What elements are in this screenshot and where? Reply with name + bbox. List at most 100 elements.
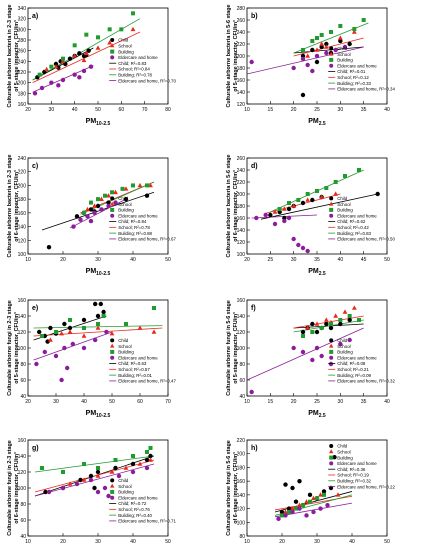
data-point [314,47,320,52]
y-tick-label: 60 [20,378,26,384]
panel-d: d) 100 120 140 160 180 200 220 240 260 20 25 30 35 40 4… [226,154,395,277]
data-point [60,485,66,491]
y-axis-label: Culturable airborne bacteria in 2-3 stag… [7,4,20,107]
y-tick-label: 220 [18,170,27,176]
data-point [152,306,156,310]
data-point [305,197,311,202]
data-point [314,345,320,351]
legend-label: Building [118,49,134,54]
fit-line [293,46,364,54]
data-point [324,41,329,47]
data-point [60,58,66,64]
data-point [65,365,70,371]
x-tick-label: 80 [165,107,171,113]
data-point [294,506,298,511]
legend-label: School [118,44,131,49]
data-point [81,68,87,74]
data-point [106,200,111,205]
data-point [291,345,296,351]
legend-label: School; R²=0.19 [337,473,369,478]
legend-marker [329,355,334,360]
data-point [296,198,301,202]
data-point [338,24,343,28]
legend-label: Building [337,58,353,63]
fit-line [293,37,364,57]
legend-marker [329,51,334,56]
legend-marker [329,63,334,68]
data-point [148,457,153,462]
data-point [107,40,113,45]
data-point [144,193,150,198]
legend-marker [110,478,115,483]
data-point [96,197,100,202]
data-point [67,329,73,334]
data-point [96,35,100,40]
legend-label: Eldercare and home, R²=0.71 [118,519,176,524]
legend-label: School; R²=0.12 [337,75,369,80]
data-point [290,505,295,511]
data-point [71,224,76,229]
data-point [106,493,111,499]
legend-marker [329,455,334,460]
data-point [123,465,129,470]
y-tick-label: 160 [237,298,246,304]
legend-label: Eldercare and home [118,55,158,60]
data-point [145,183,149,188]
y-axis-label: Culturable airborne bacteria in 5-6 stag… [226,4,239,107]
data-point [310,321,315,327]
data-point [53,353,59,359]
y-tick-label: 120 [237,102,246,108]
x-axis-label: PM2.5 [308,118,326,127]
legend-label: Eldercare and home, R²=0.50 [337,237,395,242]
data-point [67,481,73,486]
data-point [335,492,341,497]
y-tick-label: 80 [20,362,26,368]
x-tick-label: 10 [25,257,31,263]
data-point [85,214,90,219]
y-tick-label: 240 [18,156,27,162]
data-point [109,331,115,336]
data-point [300,56,306,62]
data-point [92,210,97,216]
x-tick-label: 40 [72,107,78,113]
y-tick-label: 100 [18,346,27,352]
data-point [300,349,306,355]
legend-marker [110,55,115,60]
panel-f: f) 40 60 80 100 120 140 160 10 15 20 25 30 35 40 PM2.5 C… [226,298,395,419]
y-tick-label: 220 [237,438,246,444]
data-point [324,186,329,190]
y-tick-label: 160 [237,78,246,84]
data-point [314,53,320,59]
data-point [62,321,67,327]
y-tick-label: 120 [18,238,27,244]
data-point [342,309,348,314]
legend-label: Building; R²=0.40 [118,513,152,518]
panel-label: c) [32,163,38,170]
data-point [319,353,324,359]
data-point [113,200,118,205]
data-point [95,325,101,330]
legend-marker [110,43,115,48]
data-point [106,203,111,209]
legend-label: Child [337,46,348,51]
data-point [148,453,153,459]
data-point [113,465,118,471]
data-point [78,217,83,222]
y-axis-label: Culturable airborne bacteria in 5-6 stag… [226,154,239,257]
x-tick-label: 15 [268,107,274,113]
fit-line [246,327,364,381]
data-point [304,499,309,504]
legend-label: Child [337,338,348,343]
data-point [48,325,53,331]
data-point [310,68,315,74]
data-point [137,182,143,188]
data-point [113,189,118,195]
x-tick-label: 25 [314,399,320,405]
legend-marker [329,57,334,62]
data-point [279,509,285,515]
panel-label: d) [251,163,258,170]
x-tick-label: 35 [314,257,320,263]
y-axis-label: Culturable airborne fungi in 2-3 stageof… [7,440,20,536]
legend-label: Eldercare and home [337,213,377,218]
data-point [95,45,101,50]
